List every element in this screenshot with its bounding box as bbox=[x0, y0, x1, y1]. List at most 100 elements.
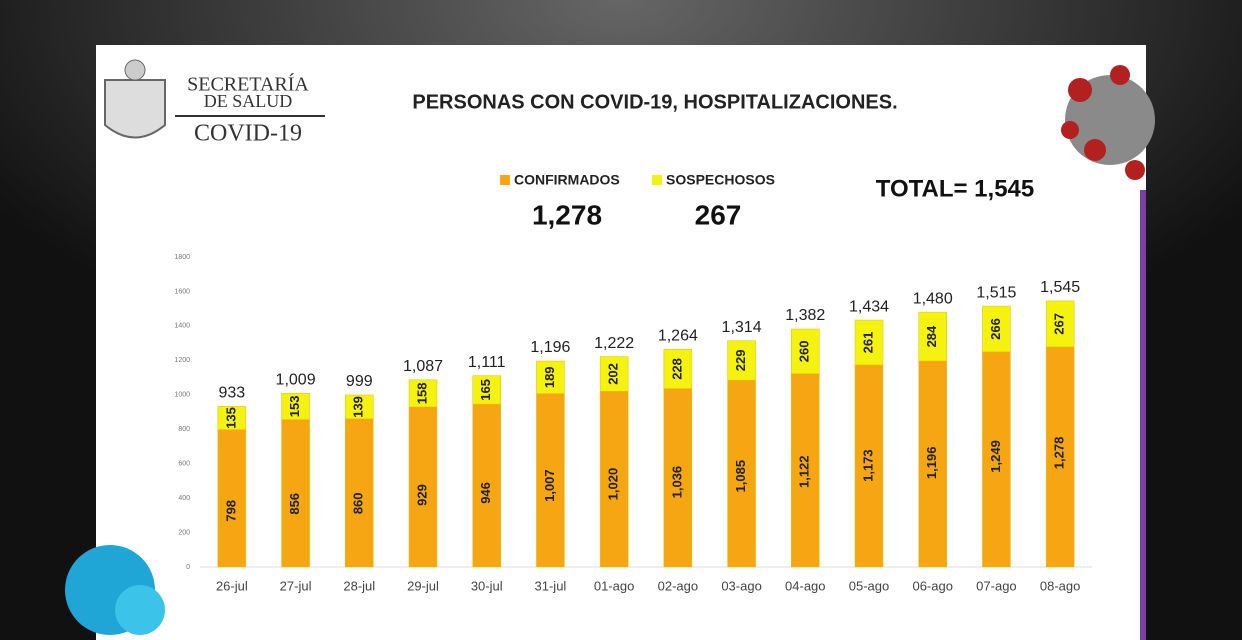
value-label: 284 bbox=[924, 325, 939, 347]
value-label: 860 bbox=[351, 492, 366, 514]
value-label: 266 bbox=[988, 318, 1003, 340]
value-label: 1,173 bbox=[860, 449, 875, 482]
y-tick-label: 200 bbox=[178, 529, 190, 536]
legend-swatch bbox=[500, 175, 510, 185]
x-tick-label: 01-ago bbox=[594, 578, 634, 593]
bar-segment bbox=[217, 406, 247, 430]
bar-segment bbox=[918, 311, 947, 362]
total-label: 933 bbox=[219, 385, 246, 402]
value-label: 1,249 bbox=[988, 440, 1003, 473]
value-label: 1,278 bbox=[1052, 437, 1067, 470]
bar-segment bbox=[791, 328, 820, 375]
summary-total: TOTAL= 1,545 bbox=[876, 175, 1035, 202]
bar-segment bbox=[918, 360, 947, 568]
value-label: 929 bbox=[414, 484, 429, 506]
value-label: 856 bbox=[287, 493, 302, 515]
y-tick-label: 1400 bbox=[174, 323, 190, 330]
value-label: 1,020 bbox=[606, 468, 621, 501]
value-label: 165 bbox=[478, 379, 493, 401]
y-tick-label: 400 bbox=[178, 495, 190, 502]
bar-segment bbox=[536, 360, 565, 394]
bar-segment bbox=[854, 319, 884, 366]
bar-segment bbox=[472, 375, 501, 405]
bar-segment bbox=[727, 340, 756, 381]
x-tick-label: 27-jul bbox=[280, 578, 312, 593]
y-tick-label: 800 bbox=[178, 426, 190, 433]
total-label: 999 bbox=[346, 373, 373, 390]
total-label: 1,111 bbox=[468, 354, 506, 371]
value-label: 135 bbox=[223, 407, 238, 429]
value-label: 202 bbox=[606, 363, 621, 385]
total-label: 1,434 bbox=[849, 298, 889, 315]
x-tick-label: 30-jul bbox=[471, 578, 503, 593]
y-tick-label: 1800 bbox=[174, 254, 190, 261]
bar-segment bbox=[1045, 300, 1075, 348]
value-label: 1,196 bbox=[924, 447, 939, 480]
value-label: 1,122 bbox=[797, 455, 812, 488]
total-label: 1,545 bbox=[1040, 279, 1080, 296]
x-tick-label: 07-ago bbox=[976, 578, 1016, 593]
x-tick-label: 02-ago bbox=[658, 578, 698, 593]
bar-segment bbox=[599, 391, 629, 568]
bar-segment bbox=[1045, 346, 1075, 568]
bar-segment bbox=[217, 429, 247, 568]
total-label: 1,222 bbox=[594, 335, 634, 352]
value-label: 139 bbox=[351, 396, 366, 418]
summary-value: 1,278 bbox=[532, 199, 602, 230]
total-label: 1,515 bbox=[976, 284, 1016, 301]
x-tick-label: 29-jul bbox=[407, 578, 439, 593]
total-label: 1,087 bbox=[403, 358, 443, 375]
legend-swatch bbox=[652, 175, 662, 185]
total-label: 1,314 bbox=[722, 319, 762, 336]
legend-label: CONFIRMADOS bbox=[514, 172, 620, 188]
bar-segment bbox=[854, 364, 884, 568]
y-tick-label: 1200 bbox=[174, 357, 190, 364]
x-tick-label: 06-ago bbox=[912, 578, 952, 593]
bar-segment bbox=[281, 419, 310, 568]
y-tick-label: 1600 bbox=[174, 288, 190, 295]
bar-segment bbox=[982, 305, 1011, 353]
total-label: 1,264 bbox=[658, 328, 698, 345]
x-tick-label: 26-jul bbox=[216, 578, 248, 593]
total-label: 1,196 bbox=[530, 339, 570, 356]
org-text: DE SALUD bbox=[204, 91, 293, 111]
bar-segment bbox=[536, 393, 565, 568]
value-label: 153 bbox=[287, 396, 302, 418]
legend-label: SOSPECHOSOS bbox=[666, 172, 775, 188]
value-label: 228 bbox=[669, 358, 684, 380]
x-tick-label: 08-ago bbox=[1040, 578, 1080, 593]
bar-segment bbox=[345, 394, 374, 420]
total-label: 1,382 bbox=[785, 307, 825, 324]
bar-segment bbox=[408, 406, 438, 568]
logo bbox=[104, 59, 325, 139]
org-text: COVID-19 bbox=[194, 121, 302, 147]
y-tick-label: 1000 bbox=[174, 392, 190, 399]
total-label: 1,009 bbox=[276, 371, 316, 388]
bar-segment bbox=[599, 356, 629, 392]
y-tick-label: 0 bbox=[186, 564, 190, 571]
org-text: SECRETARÍA bbox=[187, 73, 309, 96]
value-label: 158 bbox=[414, 383, 429, 405]
summary-value: 267 bbox=[695, 199, 742, 230]
bar-segment bbox=[791, 373, 820, 568]
bar-segment bbox=[663, 349, 693, 389]
chart-title: PERSONAS CON COVID-19, HOSPITALIZACIONES… bbox=[412, 91, 897, 113]
value-label: 261 bbox=[860, 332, 875, 354]
bar-segment bbox=[345, 418, 374, 568]
value-label: 229 bbox=[733, 350, 748, 372]
value-label: 267 bbox=[1052, 313, 1067, 335]
y-tick-label: 600 bbox=[178, 461, 190, 468]
bar-segment bbox=[982, 351, 1011, 568]
panel-edge bbox=[1140, 190, 1146, 640]
x-tick-label: 31-jul bbox=[535, 578, 567, 593]
x-tick-label: 03-ago bbox=[721, 578, 761, 593]
value-label: 798 bbox=[223, 500, 238, 522]
value-label: 1,036 bbox=[669, 466, 684, 499]
bar-segment bbox=[281, 392, 310, 420]
value-label: 1,007 bbox=[542, 469, 557, 502]
bar-segment bbox=[408, 379, 438, 408]
total-label: 1,480 bbox=[913, 290, 953, 307]
value-label: 946 bbox=[478, 482, 493, 504]
